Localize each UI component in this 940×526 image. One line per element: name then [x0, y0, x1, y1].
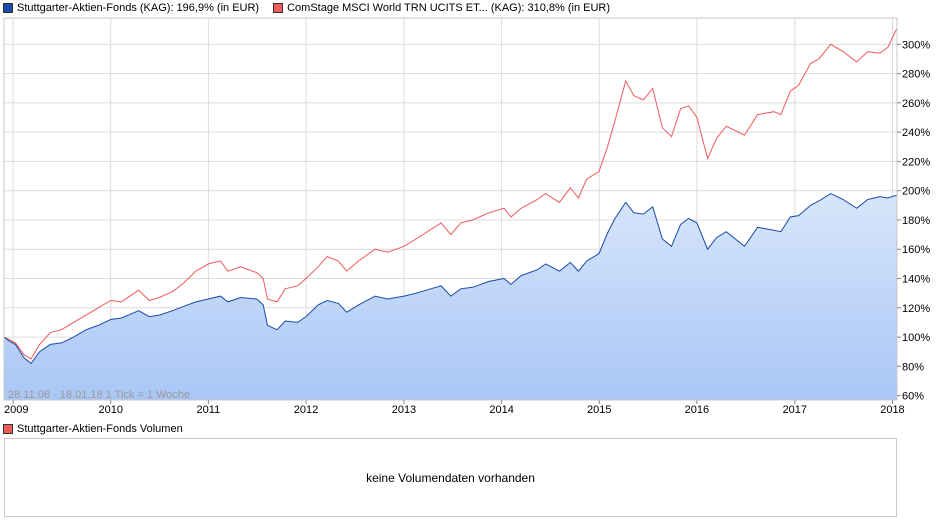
chart-info-text: 28.11.08 - 18.01.18 1 Tick = 1 Woche: [8, 389, 191, 401]
legend-label-stuttgarter: Stuttgarter-Aktien-Fonds (KAG): 196,9% (…: [17, 2, 260, 14]
volume-panel: keine Volumendaten vorhanden: [4, 438, 897, 517]
y-tick-label: 60%: [902, 391, 924, 403]
y-tick-label: 200%: [902, 186, 930, 198]
volume-legend-swatch: [3, 424, 13, 434]
y-tick-label: 240%: [902, 127, 930, 139]
series-stuttgarter-line: [3, 193, 898, 365]
y-tick-label: 160%: [902, 244, 930, 256]
x-tick-label: 2014: [489, 404, 513, 416]
x-tick-label: 2016: [685, 404, 709, 416]
x-axis-ticks: 2009 2010 2011 2012 2013 2014 2015 2016 2017 2018: [4, 400, 905, 416]
volume-legend: Stuttgarter-Aktien-Fonds Volumen: [3, 421, 183, 437]
x-tick-label: 2011: [197, 404, 221, 416]
volume-legend-label: Stuttgarter-Aktien-Fonds Volumen: [17, 423, 183, 435]
x-tick-label: 2009: [4, 404, 28, 416]
y-tick-label: 280%: [902, 69, 930, 81]
legend-item-comstage[interactable]: ComStage MSCI World TRN UCITS ET... (KAG…: [273, 2, 610, 14]
y-axis-ticks: 60% 80% 100% 120% 140% 160% 180% 200% 220% 240% 26…: [897, 39, 930, 403]
series-stuttgarter-area: [4, 193, 897, 400]
y-tick-label: 140%: [902, 274, 930, 286]
y-tick-label: 180%: [902, 215, 930, 227]
legend-swatch-comstage: [273, 3, 284, 13]
x-tick-label: 2013: [392, 404, 416, 416]
y-tick-label: 120%: [902, 303, 930, 315]
y-tick-label: 100%: [902, 332, 930, 344]
y-tick-label: 80%: [902, 361, 924, 373]
x-tick-label: 2017: [783, 404, 807, 416]
legend-item-stuttgarter[interactable]: Stuttgarter-Aktien-Fonds (KAG): 196,9% (…: [3, 2, 259, 14]
x-tick-label: 2015: [587, 404, 611, 416]
series-comstage-line: [3, 27, 898, 360]
y-tick-label: 260%: [902, 98, 930, 110]
volume-empty-message: keine Volumendaten vorhanden: [366, 470, 535, 485]
plot-border: [3, 17, 898, 401]
x-tick-label: 2012: [294, 404, 318, 416]
chart-legend: Stuttgarter-Aktien-Fonds (KAG): 196,9% (…: [3, 0, 624, 16]
y-tick-label: 300%: [902, 39, 930, 51]
x-tick-label: 2010: [99, 404, 123, 416]
y-tick-label: 220%: [902, 156, 930, 168]
legend-label-comstage: ComStage MSCI World TRN UCITS ET... (KAG…: [287, 2, 611, 14]
x-tick-label: 2018: [880, 404, 904, 416]
legend-swatch-stuttgarter: [3, 3, 13, 13]
price-chart: 60% 80% 100% 120% 140% 160% 180% 200% 220% 240% 26…: [3, 17, 930, 416]
